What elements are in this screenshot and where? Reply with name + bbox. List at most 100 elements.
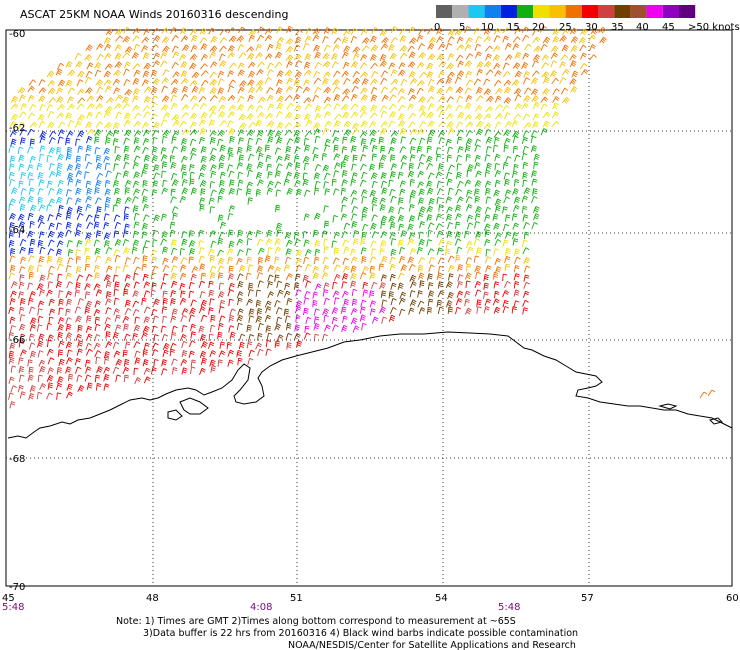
wind-barb: [578, 37, 587, 44]
wind-barb: [294, 136, 301, 144]
wind-barb: [512, 36, 521, 43]
wind-barb: [314, 113, 322, 121]
wind-barb: [114, 146, 120, 154]
wind-barb: [152, 78, 160, 85]
wind-barb: [445, 42, 453, 51]
wind-barb: [170, 27, 178, 34]
wind-barb: [361, 45, 370, 52]
wind-barb: [132, 104, 140, 112]
wind-barb: [464, 114, 473, 121]
lat-label-64: -64: [9, 225, 25, 236]
wind-barb: [112, 138, 119, 146]
wind-barb: [493, 62, 501, 70]
wind-barb: [331, 27, 339, 35]
wind-barb: [504, 112, 511, 120]
wind-barb: [47, 87, 56, 95]
wind-barb: [530, 88, 539, 96]
wind-barb: [552, 111, 560, 119]
legend-tick-15: 15: [507, 22, 520, 33]
wind-barb: [504, 121, 513, 128]
note-line-2: 3)Data buffer is 22 hrs from 20160316 4)…: [143, 628, 578, 639]
wind-barb: [77, 114, 85, 121]
wind-barb: [209, 95, 218, 102]
wind-barb: [353, 52, 360, 60]
wind-barb: [446, 113, 454, 120]
wind-barb: [457, 111, 465, 119]
lat-label-70: -70: [9, 582, 25, 593]
wind-barb: [533, 45, 542, 53]
wind-barb: [143, 129, 150, 137]
wind-barb: [95, 111, 103, 119]
wind-barb: [390, 37, 399, 44]
wind-barb: [436, 105, 445, 112]
wind-barb: [522, 113, 530, 121]
wind-barb: [352, 46, 361, 54]
wind-barb: [322, 60, 331, 68]
wind-barb: [256, 34, 265, 42]
wind-barb: [390, 137, 397, 145]
wind-barb: [540, 128, 548, 136]
wind-barb: [274, 130, 282, 138]
wind-barb: [561, 69, 570, 76]
wind-barb: [123, 145, 130, 153]
wind-barb: [465, 138, 473, 146]
wind-barb: [464, 26, 471, 34]
wind-barb: [426, 111, 435, 119]
wind-barb: [39, 145, 46, 153]
wind-barb: [359, 131, 368, 138]
wind-barb: [512, 135, 519, 144]
wind-barb: [236, 103, 245, 111]
wind-barb: [237, 86, 245, 94]
wind-barb: [94, 136, 100, 144]
wind-barb: [360, 54, 368, 62]
wind-barb: [151, 95, 159, 103]
wind-barb: [407, 45, 415, 53]
wind-barb: [390, 130, 399, 137]
wind-barb: [540, 43, 548, 51]
wind-barb: [312, 34, 320, 42]
wind-barb: [286, 103, 295, 110]
wind-barb: [132, 95, 139, 103]
wind-barb: [103, 79, 112, 86]
wind-barb: [218, 45, 227, 52]
wind-barb: [65, 61, 73, 68]
wind-barb: [599, 36, 607, 44]
wind-barb: [122, 96, 130, 104]
wind-barb: [265, 112, 273, 120]
wind-barb: [199, 28, 207, 35]
wind-barb: [389, 86, 398, 94]
wind-barb: [219, 60, 227, 67]
wind-barb: [340, 103, 349, 111]
wind-barb: [294, 36, 302, 44]
wind-barb: [133, 43, 141, 51]
wind-barb: [436, 78, 445, 85]
wind-barb: [513, 113, 522, 121]
wind-barb: [370, 44, 379, 52]
wind-barb: [521, 62, 529, 70]
wind-barb: [427, 43, 435, 50]
wind-barb: [171, 45, 179, 53]
wind-barb: [532, 28, 540, 36]
legend-tick-0: 0: [434, 22, 440, 33]
wind-barb: [293, 104, 302, 111]
wind-barb: [210, 35, 218, 43]
wind-barb: [495, 104, 503, 111]
wind-barb: [75, 138, 81, 146]
wind-barb: [10, 96, 18, 103]
wind-barb: [492, 45, 501, 52]
lat-label-62: -62: [9, 123, 25, 134]
wind-barb: [66, 147, 73, 155]
wind-barb: [350, 35, 358, 44]
wind-barb: [436, 87, 444, 95]
wind-barb: [86, 128, 95, 135]
wind-barb: [511, 79, 520, 87]
wind-barb: [189, 80, 198, 87]
wind-barb: [10, 103, 19, 110]
wind-barb: [342, 88, 351, 96]
map-frame: [5, 29, 733, 587]
wind-barb: [456, 44, 465, 51]
wind-barb: [408, 51, 416, 59]
wind-barb: [418, 96, 426, 103]
wind-barb: [228, 128, 236, 135]
